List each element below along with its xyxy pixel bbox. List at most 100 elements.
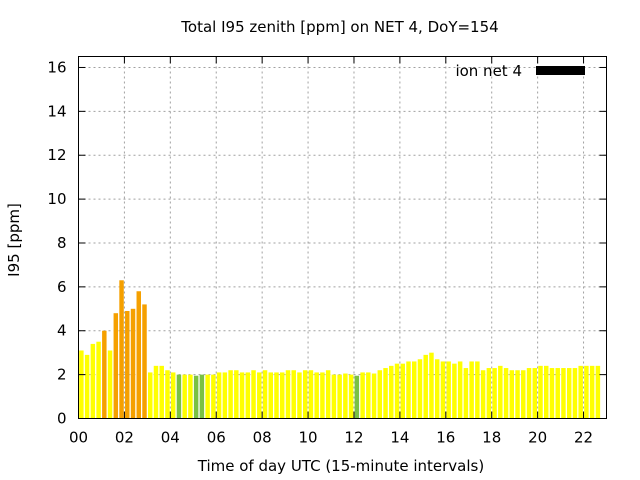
- legend-swatch: [536, 66, 585, 75]
- bar: [492, 368, 497, 419]
- bar: [193, 375, 199, 419]
- bar: [429, 352, 434, 419]
- bars: [79, 280, 601, 419]
- bar: [515, 370, 520, 419]
- bar: [262, 370, 268, 419]
- bar: [337, 374, 342, 419]
- bar: [354, 375, 360, 419]
- bar: [102, 330, 107, 419]
- bar: [245, 372, 251, 419]
- bar: [446, 361, 451, 419]
- plot-frame: [78, 56, 607, 419]
- bar: [423, 354, 428, 419]
- x-tick-label: 00: [69, 429, 88, 447]
- bar: [96, 341, 101, 419]
- bar: [153, 365, 159, 419]
- bar: [199, 374, 205, 419]
- bar: [285, 370, 291, 419]
- bar: [113, 313, 119, 419]
- bar: [389, 365, 394, 419]
- bar: [452, 363, 457, 419]
- bar: [469, 361, 474, 419]
- bar: [170, 372, 176, 419]
- bar: [84, 354, 90, 419]
- bar: [348, 374, 354, 419]
- bar: [377, 370, 383, 419]
- bar: [107, 350, 113, 419]
- bar: [595, 365, 601, 419]
- bar: [205, 374, 210, 419]
- bar: [130, 308, 136, 419]
- bar: [561, 368, 566, 419]
- bar: [572, 368, 578, 419]
- x-tick-label: 08: [253, 429, 272, 447]
- y-tick-label: 16: [47, 58, 66, 76]
- bar: [457, 361, 463, 419]
- bar: [280, 372, 285, 419]
- bar: [291, 370, 296, 419]
- y-tick-label: 6: [57, 278, 67, 296]
- bar: [417, 359, 423, 419]
- bar: [216, 372, 222, 419]
- bar: [165, 370, 170, 419]
- chart-title: Total I95 zenith [ppm] on NET 4, DoY=154: [180, 18, 498, 36]
- bar: [274, 372, 279, 419]
- y-tick-label: 0: [57, 410, 67, 428]
- x-tick-label: 14: [390, 429, 409, 447]
- bar: [366, 372, 371, 419]
- bar: [538, 365, 543, 419]
- bar: [584, 365, 589, 419]
- y-axis-label: I95 [ppm]: [5, 203, 23, 277]
- bar: [176, 374, 182, 419]
- bar: [136, 291, 141, 419]
- x-tick-label: 18: [482, 429, 501, 447]
- bar: [434, 359, 440, 419]
- bar: [119, 280, 124, 419]
- bar: [228, 370, 233, 419]
- legend: ion net 4: [455, 62, 585, 80]
- x-tick-label: 02: [115, 429, 134, 447]
- bar: [182, 374, 187, 419]
- bar: [578, 365, 583, 419]
- bar: [544, 365, 549, 419]
- bar: [320, 372, 325, 419]
- x-axis-label: Time of day UTC (15-minute intervals): [197, 457, 484, 475]
- bar: [343, 373, 348, 419]
- bar: [383, 368, 388, 419]
- y-tick-label: 2: [57, 366, 67, 384]
- x-tick-label: 10: [299, 429, 318, 447]
- x-tick-label: 06: [207, 429, 226, 447]
- y-tick-label: 12: [47, 146, 66, 164]
- bar: [314, 372, 319, 419]
- bar: [440, 361, 446, 419]
- x-tick-label: 20: [528, 429, 547, 447]
- bar: [498, 365, 503, 419]
- bar: [486, 368, 492, 419]
- bar: [125, 310, 130, 419]
- x-tick-label: 12: [344, 429, 363, 447]
- y-tick-label: 14: [47, 102, 66, 120]
- bar: [475, 361, 480, 419]
- bar: [394, 363, 400, 419]
- bar: [297, 372, 302, 419]
- bar: [412, 361, 417, 419]
- bar: [251, 370, 256, 419]
- bar: [360, 372, 365, 419]
- bar: [325, 370, 331, 419]
- bar: [532, 368, 537, 419]
- bar: [406, 361, 411, 419]
- bar: [302, 370, 308, 419]
- bar: [463, 368, 469, 419]
- bar: [222, 372, 228, 419]
- bar: [566, 368, 572, 419]
- bar: [400, 363, 405, 419]
- x-tick-label: 16: [436, 429, 455, 447]
- bar: [90, 343, 96, 419]
- bar: [503, 368, 509, 419]
- bar: [555, 368, 560, 419]
- x-tick-label: 04: [161, 429, 180, 447]
- bar: [257, 372, 262, 419]
- y-tick-label: 10: [47, 190, 66, 208]
- bar: [549, 368, 555, 419]
